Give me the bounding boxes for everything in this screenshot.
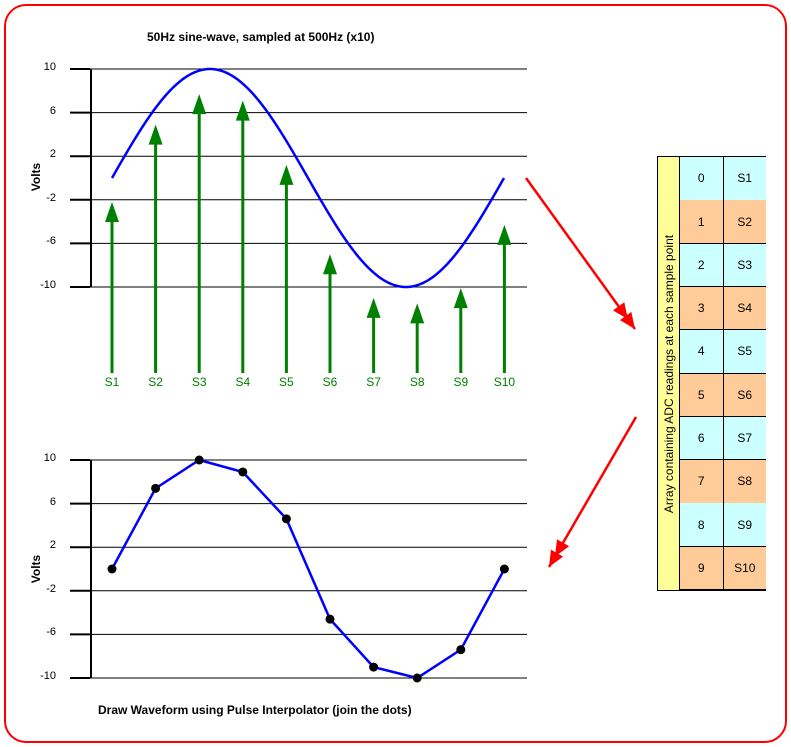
array-index: 1 — [680, 200, 724, 244]
array-index: 4 — [680, 330, 724, 374]
sample-label: S6 — [322, 375, 338, 389]
top-chart-tick-label: -10 — [40, 279, 56, 291]
array-value: S6 — [723, 374, 766, 417]
sample-dot — [499, 564, 509, 574]
array-index: 0 — [680, 157, 724, 201]
sample-label: S2 — [148, 375, 163, 389]
array-index: 2 — [680, 243, 724, 288]
array-index: 3 — [680, 286, 724, 331]
diagram-frame — [4, 4, 787, 743]
arrow-to-array-line — [524, 177, 637, 330]
sample-dot — [281, 514, 291, 524]
array-index: 8 — [680, 503, 724, 547]
sample-arrow-head — [235, 100, 250, 121]
top-chart-tick-label: 2 — [49, 148, 56, 161]
array-value: S9 — [723, 503, 766, 547]
bottom-chart-caption: Draw Waveform using Pulse Interpolator (… — [98, 703, 412, 717]
array-row: 0 S1 — [680, 157, 766, 201]
bottom-chart-tick-label: -6 — [46, 626, 56, 639]
arrow-to-waveform-line — [547, 416, 638, 568]
sample-arrow-head — [410, 303, 425, 324]
interpolated-waveform — [110, 458, 506, 680]
sample-dot — [151, 483, 161, 493]
array-value: S5 — [723, 330, 766, 374]
array-caption-cell: Array containing ADC readings at each sa… — [658, 157, 680, 590]
array-value: S1 — [723, 157, 766, 201]
array-row: 8 S9 — [680, 503, 766, 547]
sample-dot — [194, 455, 204, 465]
array-index: 5 — [680, 373, 724, 417]
sample-dot — [412, 673, 422, 683]
arrow-to-waveform-head — [549, 549, 564, 567]
array-row: 3 S4 — [680, 286, 766, 331]
arrow-to-array-head — [612, 302, 628, 320]
sample-label: S5 — [279, 375, 294, 389]
bottom-chart-tick-label: -2 — [46, 582, 56, 595]
top-chart-tick-label: -6 — [46, 235, 56, 248]
array-row: 4 S5 — [680, 330, 766, 374]
array-index: 7 — [680, 460, 724, 504]
bottom-chart-tick-label: -10 — [40, 670, 56, 682]
arrow-to-waveform-head — [555, 539, 570, 557]
array-value: S8 — [723, 460, 766, 504]
sample-arrow-head — [366, 297, 381, 318]
sine-curve — [110, 67, 506, 289]
bottom-chart-tick-label: 6 — [49, 495, 56, 508]
sample-label: S9 — [453, 375, 469, 389]
bottom-chart-tick-label: 2 — [49, 539, 56, 552]
sample-arrow-head — [105, 201, 119, 222]
array-index: 6 — [680, 416, 724, 461]
sample-arrow-head — [497, 224, 512, 245]
array-value: S3 — [723, 244, 766, 288]
array-value: S7 — [723, 417, 766, 461]
sample-dot — [369, 662, 379, 672]
top-chart-tick-label: 10 — [43, 61, 56, 73]
array-value: S2 — [723, 200, 766, 244]
array-row: 6 S7 — [680, 416, 766, 461]
arrow-to-array-head — [619, 311, 635, 329]
sample-label: S3 — [191, 375, 207, 389]
sample-arrow-head — [279, 164, 294, 185]
bottom-chart-tick-label: 10 — [43, 452, 56, 464]
top-chart-title: 50Hz sine-wave, sampled at 500Hz (x10) — [147, 30, 375, 44]
array-caption: Array containing ADC readings at each sa… — [661, 234, 676, 513]
array-row: 2 S3 — [680, 243, 766, 288]
bottom-chart-ylabel: Volts — [29, 554, 44, 584]
array-row: 1 S2 — [680, 200, 766, 244]
sample-label: S7 — [366, 375, 381, 389]
sample-dot — [238, 467, 248, 477]
top-chart-tick-label: 6 — [49, 104, 56, 117]
array-value: S10 — [723, 547, 766, 591]
sample-label: S10 — [493, 375, 516, 389]
sample-dot — [107, 564, 117, 574]
sample-dot — [456, 645, 466, 655]
sample-label: S8 — [409, 375, 425, 389]
sample-label: S4 — [235, 375, 251, 389]
sample-arrow-head — [323, 254, 337, 275]
sample-arrow-head — [148, 124, 163, 145]
sample-dot — [325, 614, 335, 624]
sample-arrow-head — [192, 94, 207, 115]
sample-arrow-head — [453, 288, 468, 309]
top-chart-ylabel: Volts — [29, 162, 44, 192]
array-row: 5 S6 — [680, 373, 766, 417]
adc-array-table: Array containing ADC readings at each sa… — [657, 156, 766, 591]
array-row: 7 S8 — [680, 460, 766, 504]
array-value: S4 — [723, 287, 766, 331]
top-chart-tick-label: -2 — [46, 191, 56, 204]
array-row: 9 S10 — [680, 546, 766, 591]
array-index: 9 — [680, 546, 724, 591]
sample-label: S1 — [104, 375, 120, 389]
